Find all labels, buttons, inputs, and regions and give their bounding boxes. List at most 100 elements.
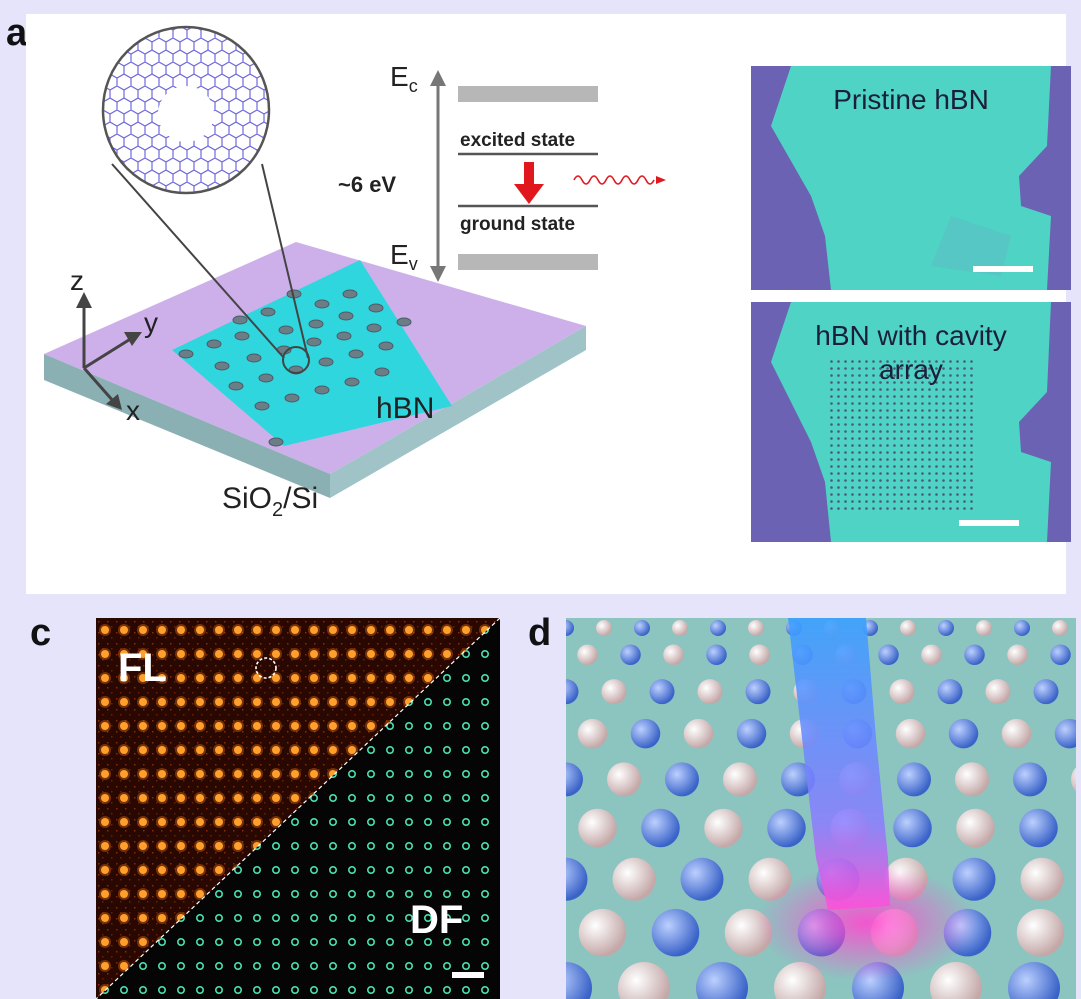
axis-x-label: x [126, 395, 140, 426]
cavity-caption-line2: array [879, 354, 943, 385]
lattice-atom [680, 857, 724, 901]
lattice-atom [985, 679, 1011, 705]
lattice-atom [948, 718, 979, 749]
lattice-atom [577, 718, 608, 749]
ev-label: Ev [390, 239, 418, 274]
lattice-magnifier [101, 25, 271, 195]
lattice-atom [651, 908, 700, 957]
pristine-caption: Pristine hBN [833, 84, 989, 115]
scale-bar-cavity [959, 520, 1019, 526]
lattice-atom [630, 718, 661, 749]
fl-label: FL [118, 646, 167, 690]
lattice-atom [1013, 762, 1047, 797]
lattice-atom [895, 718, 926, 749]
lattice-atom [620, 644, 641, 666]
lattice-atom [566, 962, 592, 999]
lattice-atom [696, 962, 748, 999]
lattice-atom [578, 808, 617, 848]
lattice-atom [952, 857, 996, 901]
lattice-atom [683, 718, 714, 749]
lattice-atom [618, 962, 670, 999]
lattice-atom [641, 808, 680, 848]
lattice-atom [893, 808, 932, 848]
lattice-atom [566, 679, 579, 705]
lattice-atom [612, 857, 656, 901]
lattice-atom [607, 762, 641, 797]
photon-wave [573, 175, 655, 185]
lattice-atom [723, 762, 757, 797]
hbn-label: hBN [376, 392, 434, 425]
lattice-atom [596, 620, 612, 636]
lattice-atom [697, 679, 723, 705]
cavity-array-pattern [771, 302, 1051, 542]
lattice-atom [577, 644, 598, 666]
lattice-atom [634, 620, 650, 636]
lattice-atom [1054, 718, 1076, 749]
lattice-atom [566, 762, 583, 797]
lattice-atom [1007, 644, 1028, 666]
lattice-atom [1071, 767, 1076, 792]
lattice-atom [900, 620, 916, 636]
lattice-atom [1020, 857, 1064, 901]
cavity-caption-line1: hBN with cavity [815, 320, 1007, 351]
lattice-atom [704, 808, 743, 848]
lattice-atom [710, 620, 726, 636]
axis-y-label: y [144, 307, 158, 338]
lattice-atom [706, 644, 727, 666]
lattice-atom [663, 644, 684, 666]
lattice-atom [749, 644, 770, 666]
lattice-atom [566, 620, 574, 636]
coordinate-axes [76, 292, 142, 410]
axis-z-label: z [70, 265, 84, 296]
scale-bar-pristine [973, 266, 1033, 272]
selected-spot-marker [255, 657, 277, 679]
lattice-atom [1033, 679, 1059, 705]
lattice-atom [1052, 620, 1068, 636]
lattice-atom [1016, 908, 1065, 957]
lattice-atom [1019, 808, 1058, 848]
panel-a-schematic: z y x hBN SiO2/Si Ec Ev ~6 eV excited st… [44, 25, 666, 521]
lattice-atom [672, 620, 688, 636]
lattice-rendering [566, 618, 1076, 999]
lattice-atom [1008, 962, 1060, 999]
lattice-atom [649, 679, 675, 705]
lattice-atom [930, 962, 982, 999]
lattice-atom [937, 679, 963, 705]
selected-cavity-ring [282, 346, 310, 374]
band-gap-label: ~6 eV [338, 172, 396, 197]
panel-label-d: d [528, 612, 552, 654]
lattice-atom [748, 620, 764, 636]
lattice-atom [665, 762, 699, 797]
lattice-atom [921, 644, 942, 666]
lattice-atom [745, 679, 771, 705]
lattice-atom [736, 718, 767, 749]
lattice-atom [897, 762, 931, 797]
ec-label: Ec [390, 61, 418, 96]
micrograph-cavity-array: hBN with cavity array [751, 302, 1071, 542]
scale-bar-c [452, 972, 484, 978]
lattice-atom [566, 857, 588, 901]
energy-diagram [430, 70, 666, 282]
lattice-atom [1001, 718, 1032, 749]
lattice-atom [767, 808, 806, 848]
micrograph-pristine: Pristine hBN [751, 66, 1071, 290]
emission-arrow [514, 162, 544, 204]
fl-df-image: FL DF [96, 618, 500, 999]
diagonal-divider [96, 618, 500, 999]
defect-glow [756, 865, 976, 981]
cavity-holes [178, 289, 412, 447]
lattice-atom [1050, 644, 1071, 666]
lattice-atom [976, 620, 992, 636]
lattice-atom [889, 679, 915, 705]
lattice-atom [578, 908, 627, 957]
emission-beam [788, 618, 890, 910]
excited-state-label: excited state [460, 130, 575, 151]
lattice-atom [955, 762, 989, 797]
panel-label-c: c [30, 612, 52, 654]
lattice-atom [956, 808, 995, 848]
lattice-atom [938, 620, 954, 636]
panel-label-a: a [6, 12, 28, 54]
lattice-atom [601, 679, 627, 705]
lattice-atom [1014, 620, 1030, 636]
substrate-label: SiO2/Si [222, 482, 318, 521]
